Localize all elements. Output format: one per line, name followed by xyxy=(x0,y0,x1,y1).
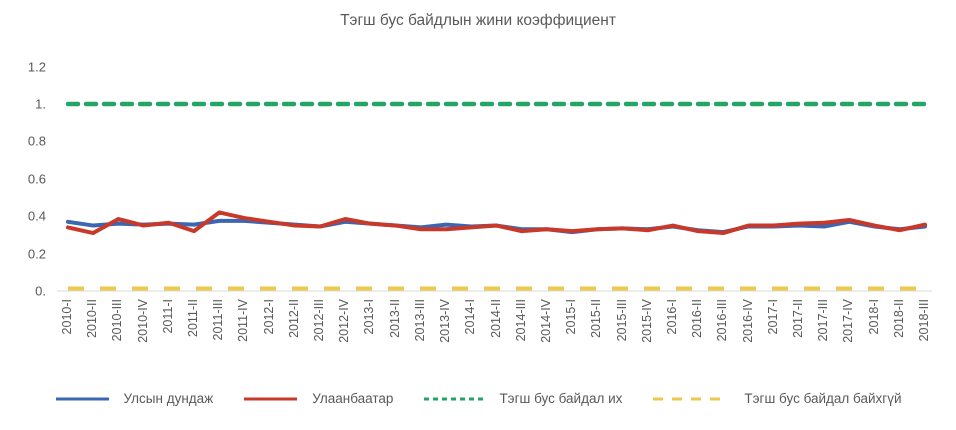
x-axis-label: 2012-III xyxy=(312,299,327,342)
x-axis-label: 2013-III xyxy=(412,299,427,342)
legend-marker-ulaanbaatar xyxy=(244,397,298,400)
y-axis-label: 0.4 xyxy=(27,208,46,224)
x-axis-label: 2017-IV xyxy=(841,299,856,343)
x-axis-label: 2018-I xyxy=(866,299,881,335)
x-axis-label: 2010-II xyxy=(85,299,100,338)
legend-item-no-inequality: Тэгш бус байдал байхгүй xyxy=(652,391,902,406)
y-axis-label: 0.8 xyxy=(27,133,46,149)
y-axis-label: 1. xyxy=(35,96,46,112)
x-axis-label: 2015-II xyxy=(589,299,604,338)
legend-item-national-average: Улсын дундаж xyxy=(55,391,214,406)
x-axis-label: 2012-I xyxy=(261,299,276,335)
legend-label: Улсын дундаж xyxy=(123,391,214,406)
legend-item-ulaanbaatar: Улаанбаатар xyxy=(243,391,393,406)
legend-label: Тэгш бус байдал байхгүй xyxy=(744,391,902,406)
x-axis-label: 2013-I xyxy=(362,299,377,335)
x-axis-label: 2015-III xyxy=(614,299,629,342)
series-line-ulaanbaatar xyxy=(66,210,927,236)
x-axis-label: 2014-I xyxy=(463,299,478,335)
x-axis-label: 2011-II xyxy=(186,299,201,337)
x-axis-label: 2010-IV xyxy=(135,299,150,343)
x-axis-label: 2010-III xyxy=(110,299,125,342)
y-axis-label: 1.2 xyxy=(27,59,46,75)
x-axis-label: 2017-I xyxy=(765,299,780,335)
legend-marker-high-inequality xyxy=(424,397,485,400)
legend-marker-no-inequality xyxy=(653,397,730,400)
legend-label: Улаанбаатар xyxy=(312,391,394,406)
x-axis-label: 2016-III xyxy=(715,299,730,342)
x-axis-label: 2010-I xyxy=(60,299,74,335)
x-axis-label: 2017-III xyxy=(816,299,831,342)
x-axis-label: 2015-I xyxy=(564,299,579,335)
x-axis-label: 2016-II xyxy=(690,299,705,338)
y-axis-label: 0.2 xyxy=(27,246,46,262)
x-axis-label: 2013-II xyxy=(387,299,402,338)
x-axis-label: 2011-III xyxy=(211,299,226,341)
x-axis-label: 2013-IV xyxy=(438,299,453,343)
x-axis-label: 2016-I xyxy=(664,299,679,335)
x-axis-label: 2012-IV xyxy=(337,299,352,343)
chart-title: Тэгш бус байдлын жини коэффициент xyxy=(340,12,616,29)
legend: Улсын дундаж Улаанбаатар Тэгш бус байдал и… xyxy=(0,391,956,406)
x-axis-label: 2014-III xyxy=(513,299,528,342)
y-axis-label: 0.6 xyxy=(27,171,46,187)
y-axis-label: 0. xyxy=(35,283,46,299)
x-axis-label: 2011-IV xyxy=(236,299,251,342)
legend-item-high-inequality: Тэгш бус байдал их xyxy=(423,391,622,406)
x-axis-label: 2015-IV xyxy=(639,299,654,343)
x-axis-label: 2011-I xyxy=(160,299,175,334)
x-axis-label: 2018-III xyxy=(917,299,931,342)
x-axis-label: 2014-II xyxy=(488,299,503,338)
x-axis-label: 2014-IV xyxy=(538,299,553,343)
x-axis-label: 2016-IV xyxy=(740,299,755,343)
legend-label: Тэгш бус байдал их xyxy=(499,391,623,406)
x-axis-label: 2018-II xyxy=(891,299,906,338)
x-axis-label: 2012-II xyxy=(286,299,301,338)
legend-marker-national-average xyxy=(55,397,109,400)
x-axis-label: 2017-II xyxy=(790,299,805,338)
